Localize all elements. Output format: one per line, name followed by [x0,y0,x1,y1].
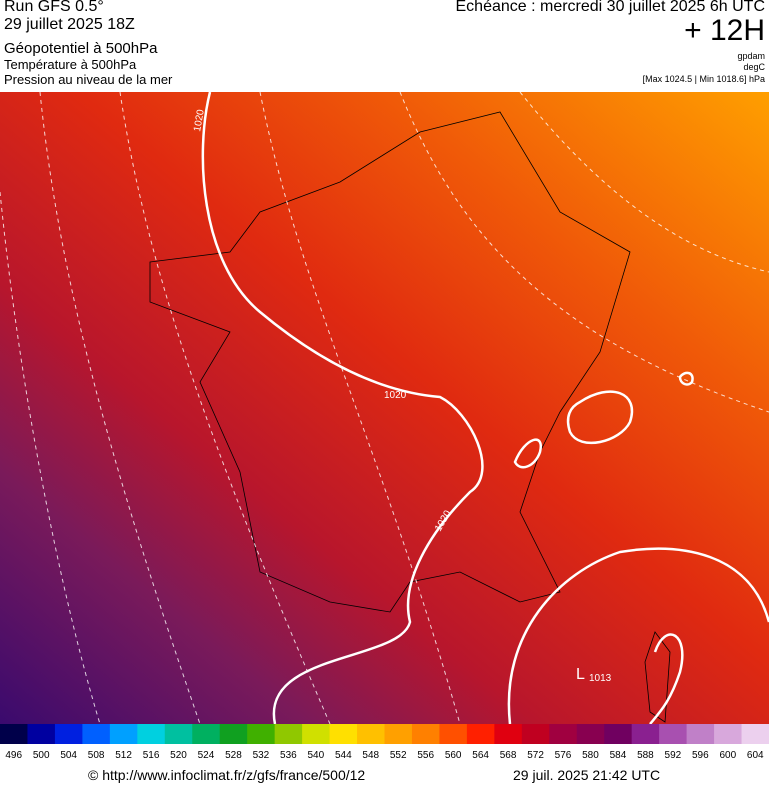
coastline [149,111,671,723]
colorbar-swatch [164,724,193,744]
colorbar-swatch [137,724,166,744]
colorbar-label: 584 [610,750,627,761]
colorbar-swatch [714,724,743,744]
colorbar-swatch [466,724,495,744]
colorbar-swatch [686,724,715,744]
contour-label: 1020 [384,390,407,401]
colorbar-swatch [27,724,56,744]
colorbar-swatch [192,724,221,744]
forecast-time: Echéance : mercredi 30 juillet 2025 6h U… [455,0,766,15]
colorbar-swatch [549,724,578,744]
unit: gpdam [737,51,765,61]
colorbar: 496 500 504 508 512 516 520 524 528 532 536 540 544 5… [0,724,769,761]
generated-date: 29 juil. 2025 21:42 UTC [513,767,661,783]
colorbar-swatch [659,724,688,744]
colorbar-label: 600 [719,750,736,761]
lead-time: + 12H [684,14,765,47]
colorbar-label: 548 [362,750,379,761]
colorbar-label: 556 [417,750,434,761]
colorbar-swatch [329,724,358,744]
colorbar-label: 540 [307,750,324,761]
layer: Pression au niveau de la mer [4,72,173,87]
colorbar-label: 568 [500,750,517,761]
colorbar-swatch [274,724,303,744]
colorbar-label: 564 [472,750,489,761]
colorbar-label: 524 [198,750,215,761]
contour-label: 1020 [192,108,207,132]
run-date: 29 juillet 2025 18Z [4,16,135,33]
colorbar-swatch [741,724,769,744]
colorbar-swatch [631,724,660,744]
low-value: 1013 [589,673,612,684]
colorbar-swatch [219,724,248,744]
colorbar-swatch [384,724,413,744]
colorbar-label: 532 [253,750,270,761]
colorbar-label: 520 [170,750,187,761]
colorbar-swatch [604,724,633,744]
layer: Température à 500hPa [4,57,137,72]
colorbar-label: 596 [692,750,709,761]
colorbar-label: 508 [88,750,105,761]
colorbar-label: 576 [555,750,572,761]
colorbar-swatch [0,724,28,744]
colorbar-swatch [82,724,111,744]
layer: Géopotentiel à 500hPa [4,40,158,57]
colorbar-swatch [302,724,331,744]
source-url: © http://www.infoclimat.fr/z/gfs/france/… [88,767,366,783]
colorbar-swatch [411,724,440,744]
colorbar-swatch [109,724,138,744]
colorbar-label: 572 [527,750,544,761]
colorbar-swatch [576,724,605,744]
unit: [Max 1024.5 | Min 1018.6] hPa [642,74,765,84]
colorbar-label: 528 [225,750,242,761]
colorbar-label: 592 [665,750,682,761]
colorbar-label: 588 [637,750,654,761]
colorbar-label: 504 [60,750,77,761]
colorbar-label: 500 [33,750,50,761]
colorbar-label: 580 [582,750,599,761]
colorbar-label: 516 [143,750,160,761]
unit: degC [743,62,765,72]
field [0,92,769,724]
isotherms [0,92,769,724]
low-symbol: L [576,666,585,683]
colorbar-swatch [439,724,468,744]
colorbar-swatch [521,724,550,744]
colorbar-label: 536 [280,750,297,761]
colorbar-label: 560 [445,750,462,761]
run-title: Run GFS 0.5° [4,0,104,15]
colorbar-label: 604 [747,750,764,761]
colorbar-swatch [54,724,83,744]
map: 1020 1020 1020 L 1013 [0,92,769,724]
colorbar-label: 544 [335,750,352,761]
colorbar-label: 512 [115,750,132,761]
isobars [201,92,769,724]
colorbar-label: 496 [5,750,22,761]
colorbar-swatch [357,724,385,744]
colorbar-swatch [247,724,276,744]
colorbar-swatch [494,724,523,744]
colorbar-label: 552 [390,750,407,761]
